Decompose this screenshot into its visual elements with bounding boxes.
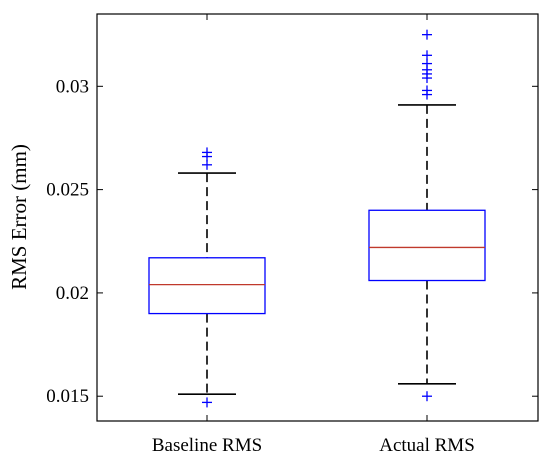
x-tick-label: Baseline RMS — [152, 435, 262, 456]
outlier-point — [202, 147, 212, 158]
box-series — [148, 29, 486, 408]
iqr-box — [148, 257, 266, 315]
y-tick-label: 0.025 — [46, 180, 89, 201]
outlier-point — [422, 50, 432, 61]
outlier-point — [422, 29, 432, 40]
y-tick-label: 0.015 — [46, 386, 89, 407]
x-axis: Baseline RMS Actual RMS — [152, 14, 475, 456]
box-baseline-rms — [148, 147, 266, 408]
iqr-box — [368, 209, 486, 282]
outlier-point — [202, 397, 212, 408]
plot-frame — [96, 13, 539, 422]
y-axis-label: RMS Error (mm) — [7, 144, 31, 290]
y-tick-label: 0.03 — [56, 76, 89, 97]
y-axis: 0.015 0.02 0.025 0.03 — [46, 76, 538, 407]
x-tick-label: Actual RMS — [379, 435, 475, 456]
box-actual-rms — [368, 29, 486, 402]
y-tick-label: 0.02 — [56, 283, 89, 304]
outlier-point — [422, 85, 432, 96]
outlier-point — [422, 391, 432, 402]
